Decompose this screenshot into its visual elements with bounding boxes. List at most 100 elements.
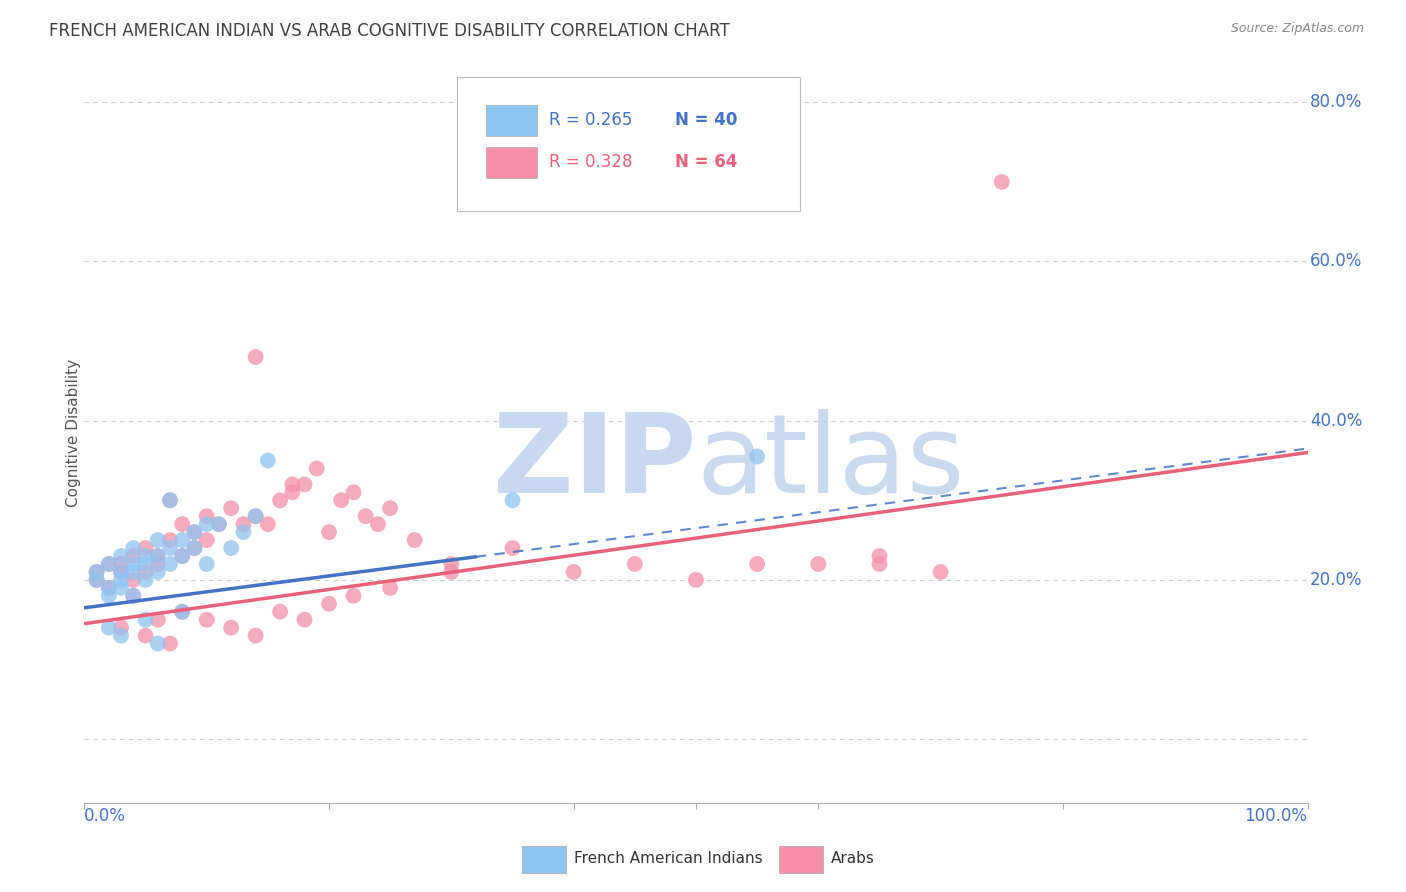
Point: [172, 533, 194, 547]
Point: [869, 557, 891, 571]
Point: [135, 541, 157, 555]
Point: [110, 573, 132, 587]
Point: [318, 597, 340, 611]
Point: [110, 549, 132, 563]
FancyBboxPatch shape: [522, 847, 567, 873]
Text: N = 64: N = 64: [675, 153, 738, 171]
Point: [195, 517, 218, 532]
Point: [991, 175, 1014, 189]
Point: [146, 613, 169, 627]
Point: [172, 605, 194, 619]
Point: [110, 581, 132, 595]
Point: [86, 573, 108, 587]
Point: [195, 509, 218, 524]
Point: [380, 581, 402, 595]
FancyBboxPatch shape: [485, 147, 537, 178]
Point: [159, 533, 181, 547]
Point: [440, 557, 463, 571]
Point: [502, 541, 524, 555]
Point: [440, 565, 463, 579]
Point: [122, 589, 145, 603]
Point: [97, 557, 120, 571]
Text: R = 0.265: R = 0.265: [550, 112, 633, 129]
Point: [146, 549, 169, 563]
Point: [219, 501, 242, 516]
Point: [195, 613, 218, 627]
Point: [172, 517, 194, 532]
Point: [330, 493, 353, 508]
Point: [110, 621, 132, 635]
Point: [172, 549, 194, 563]
Point: [159, 637, 181, 651]
Text: Source: ZipAtlas.com: Source: ZipAtlas.com: [1230, 22, 1364, 36]
Point: [245, 350, 267, 364]
Text: French American Indians: French American Indians: [574, 851, 762, 866]
Point: [269, 605, 291, 619]
Point: [122, 573, 145, 587]
Text: FRENCH AMERICAN INDIAN VS ARAB COGNITIVE DISABILITY CORRELATION CHART: FRENCH AMERICAN INDIAN VS ARAB COGNITIVE…: [49, 22, 730, 40]
Text: ZIP: ZIP: [492, 409, 696, 516]
Text: N = 40: N = 40: [675, 112, 738, 129]
Point: [110, 565, 132, 579]
Point: [807, 557, 830, 571]
Point: [195, 533, 218, 547]
FancyBboxPatch shape: [485, 104, 537, 136]
Point: [342, 485, 364, 500]
Point: [135, 557, 157, 571]
Point: [183, 541, 205, 555]
Point: [281, 477, 304, 491]
Point: [318, 525, 340, 540]
Point: [245, 509, 267, 524]
Point: [624, 557, 647, 571]
Point: [110, 629, 132, 643]
Point: [232, 525, 254, 540]
Point: [122, 549, 145, 563]
Point: [97, 581, 120, 595]
Point: [172, 605, 194, 619]
Point: [342, 589, 364, 603]
Point: [146, 557, 169, 571]
Text: atlas: atlas: [696, 409, 965, 516]
Point: [183, 541, 205, 555]
Point: [122, 557, 145, 571]
Point: [869, 549, 891, 563]
Point: [502, 493, 524, 508]
Point: [146, 637, 169, 651]
Point: [183, 525, 205, 540]
Y-axis label: Cognitive Disability: Cognitive Disability: [66, 359, 80, 507]
Point: [208, 517, 231, 532]
Point: [305, 461, 328, 475]
Point: [208, 517, 231, 532]
Point: [159, 557, 181, 571]
Point: [110, 565, 132, 579]
Point: [281, 485, 304, 500]
Point: [172, 549, 194, 563]
Point: [685, 573, 707, 587]
Text: Arabs: Arabs: [831, 851, 875, 866]
Text: 40.0%: 40.0%: [1310, 412, 1362, 430]
Point: [86, 565, 108, 579]
Point: [562, 565, 585, 579]
Point: [122, 541, 145, 555]
Point: [232, 517, 254, 532]
Point: [135, 573, 157, 587]
Point: [245, 629, 267, 643]
Text: 20.0%: 20.0%: [1310, 571, 1362, 589]
Point: [159, 541, 181, 555]
Point: [380, 501, 402, 516]
Point: [294, 477, 316, 491]
Point: [294, 613, 316, 627]
Point: [122, 589, 145, 603]
Point: [929, 565, 952, 579]
Point: [122, 565, 145, 579]
Point: [404, 533, 426, 547]
Point: [97, 589, 120, 603]
Point: [110, 557, 132, 571]
Point: [269, 493, 291, 508]
Point: [747, 557, 769, 571]
Point: [245, 509, 267, 524]
Point: [257, 517, 280, 532]
Point: [135, 565, 157, 579]
FancyBboxPatch shape: [457, 78, 800, 211]
Point: [86, 573, 108, 587]
